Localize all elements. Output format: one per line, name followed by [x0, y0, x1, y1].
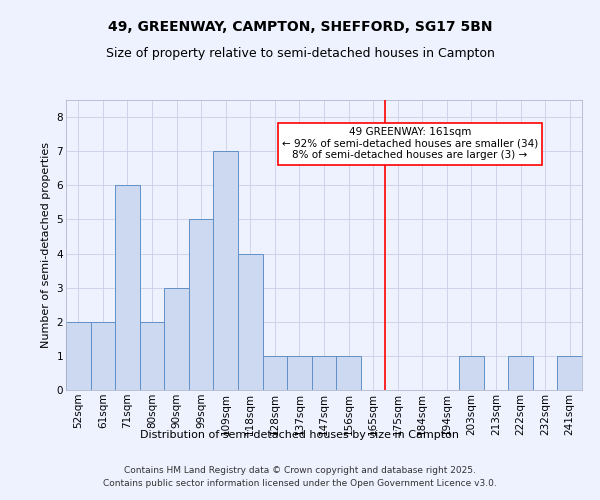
Bar — [140, 322, 164, 390]
Bar — [164, 288, 189, 390]
Bar — [115, 186, 140, 390]
Bar — [214, 151, 238, 390]
Text: 49, GREENWAY, CAMPTON, SHEFFORD, SG17 5BN: 49, GREENWAY, CAMPTON, SHEFFORD, SG17 5B… — [108, 20, 492, 34]
Bar — [557, 356, 582, 390]
Bar — [238, 254, 263, 390]
Bar — [263, 356, 287, 390]
Text: Size of property relative to semi-detached houses in Campton: Size of property relative to semi-detach… — [106, 48, 494, 60]
Bar — [336, 356, 361, 390]
Bar — [287, 356, 312, 390]
Bar — [91, 322, 115, 390]
Text: Distribution of semi-detached houses by size in Campton: Distribution of semi-detached houses by … — [140, 430, 460, 440]
Bar — [189, 220, 214, 390]
Bar — [459, 356, 484, 390]
Y-axis label: Number of semi-detached properties: Number of semi-detached properties — [41, 142, 51, 348]
Bar — [508, 356, 533, 390]
Bar — [66, 322, 91, 390]
Text: Contains HM Land Registry data © Crown copyright and database right 2025.
Contai: Contains HM Land Registry data © Crown c… — [103, 466, 497, 487]
Text: 49 GREENWAY: 161sqm
← 92% of semi-detached houses are smaller (34)
8% of semi-de: 49 GREENWAY: 161sqm ← 92% of semi-detach… — [282, 128, 538, 160]
Bar — [312, 356, 336, 390]
